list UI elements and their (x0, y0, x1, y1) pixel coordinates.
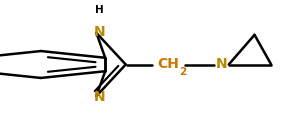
Text: H: H (95, 5, 104, 15)
Text: 2: 2 (179, 67, 186, 77)
Text: N: N (94, 25, 105, 39)
Text: N: N (94, 90, 105, 104)
Text: N: N (215, 58, 227, 71)
Text: CH: CH (157, 58, 179, 71)
